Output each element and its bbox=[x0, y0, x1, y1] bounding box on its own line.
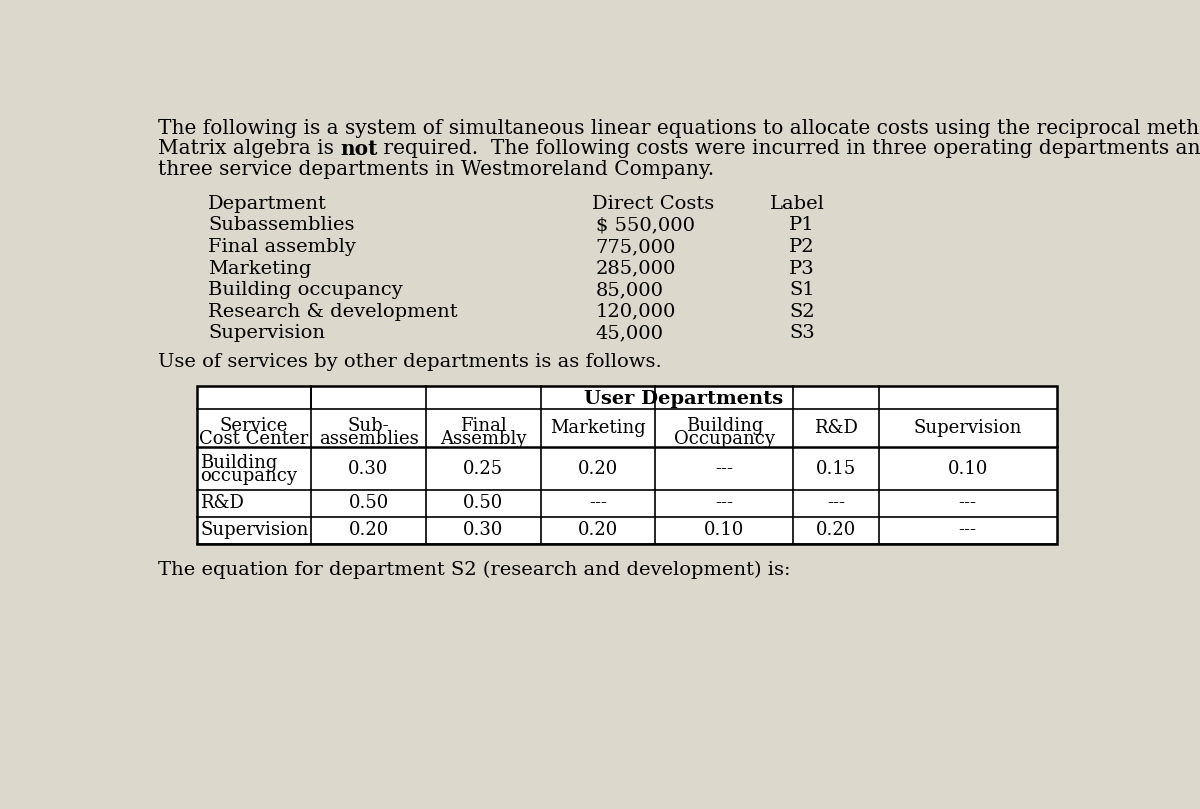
Text: Sub-: Sub- bbox=[348, 417, 389, 434]
Text: 0.30: 0.30 bbox=[348, 460, 389, 477]
Text: 0.30: 0.30 bbox=[463, 521, 504, 540]
Text: Marketing: Marketing bbox=[208, 260, 312, 277]
Text: 120,000: 120,000 bbox=[595, 303, 676, 320]
Text: ---: --- bbox=[959, 521, 977, 540]
Text: P2: P2 bbox=[790, 238, 815, 256]
Text: R&D: R&D bbox=[814, 419, 858, 437]
Text: P1: P1 bbox=[790, 217, 815, 235]
Text: Supervision: Supervision bbox=[200, 521, 308, 540]
Text: assemblies: assemblies bbox=[319, 430, 419, 448]
Text: Building: Building bbox=[200, 454, 277, 472]
Text: Final assembly: Final assembly bbox=[208, 238, 356, 256]
Text: The following is a system of simultaneous linear equations to allocate costs usi: The following is a system of simultaneou… bbox=[157, 119, 1200, 138]
Text: Use of services by other departments is as follows.: Use of services by other departments is … bbox=[157, 354, 661, 371]
Text: 775,000: 775,000 bbox=[595, 238, 676, 256]
Text: Marketing: Marketing bbox=[550, 419, 646, 437]
Text: required.  The following costs were incurred in three operating departments and: required. The following costs were incur… bbox=[377, 139, 1200, 159]
Text: Subassemblies: Subassemblies bbox=[208, 217, 355, 235]
Text: ---: --- bbox=[959, 494, 977, 512]
Text: 0.50: 0.50 bbox=[463, 494, 503, 512]
Text: 0.10: 0.10 bbox=[948, 460, 988, 477]
Text: 0.20: 0.20 bbox=[348, 521, 389, 540]
Text: P3: P3 bbox=[790, 260, 815, 277]
Text: 0.15: 0.15 bbox=[816, 460, 856, 477]
Text: Matrix algebra is: Matrix algebra is bbox=[157, 139, 340, 159]
Text: ---: --- bbox=[715, 460, 733, 477]
Text: Department: Department bbox=[208, 195, 326, 213]
Text: S1: S1 bbox=[790, 281, 815, 299]
Text: 0.20: 0.20 bbox=[578, 460, 618, 477]
Text: S3: S3 bbox=[790, 324, 815, 342]
Text: three service departments in Westmoreland Company.: three service departments in Westmorelan… bbox=[157, 160, 714, 180]
Text: 45,000: 45,000 bbox=[595, 324, 664, 342]
Text: Building occupancy: Building occupancy bbox=[208, 281, 403, 299]
Text: ---: --- bbox=[827, 494, 845, 512]
Text: 0.50: 0.50 bbox=[348, 494, 389, 512]
Text: R&D: R&D bbox=[200, 494, 245, 512]
Text: Occupancy: Occupancy bbox=[673, 430, 775, 448]
Text: ---: --- bbox=[589, 494, 607, 512]
Text: Cost Center: Cost Center bbox=[199, 430, 308, 448]
Text: Direct Costs: Direct Costs bbox=[592, 195, 714, 213]
Text: Supervision: Supervision bbox=[208, 324, 325, 342]
Text: Final: Final bbox=[460, 417, 506, 434]
Text: 285,000: 285,000 bbox=[595, 260, 676, 277]
Text: 0.20: 0.20 bbox=[578, 521, 618, 540]
Text: Label: Label bbox=[770, 195, 824, 213]
Text: occupancy: occupancy bbox=[200, 468, 298, 485]
Text: not: not bbox=[340, 139, 377, 159]
Bar bbox=[197, 386, 1057, 544]
Text: 85,000: 85,000 bbox=[595, 281, 664, 299]
Text: The equation for department S2 (research and development) is:: The equation for department S2 (research… bbox=[157, 561, 791, 579]
Text: 0.10: 0.10 bbox=[704, 521, 744, 540]
Text: Service: Service bbox=[220, 417, 288, 434]
Text: 0.20: 0.20 bbox=[816, 521, 856, 540]
Text: User Departments: User Departments bbox=[584, 390, 784, 408]
Text: 0.25: 0.25 bbox=[463, 460, 503, 477]
Text: $ 550,000: $ 550,000 bbox=[595, 217, 695, 235]
Text: Building: Building bbox=[685, 417, 763, 434]
Text: ---: --- bbox=[715, 494, 733, 512]
Text: Research & development: Research & development bbox=[208, 303, 457, 320]
Text: Supervision: Supervision bbox=[913, 419, 1022, 437]
Text: S2: S2 bbox=[790, 303, 815, 320]
Text: Assembly: Assembly bbox=[440, 430, 527, 448]
